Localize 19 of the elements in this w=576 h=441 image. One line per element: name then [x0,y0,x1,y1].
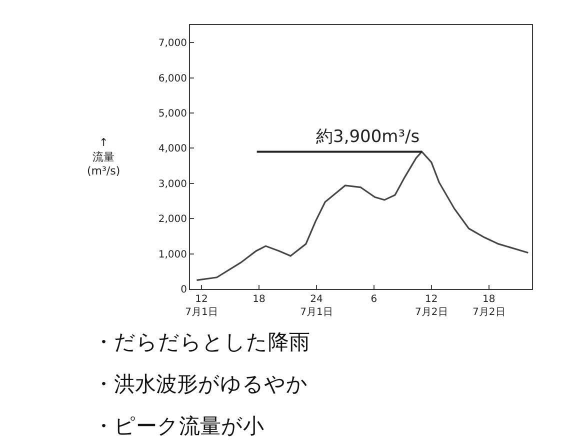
y-tick-label: 7,000 [158,38,187,50]
text: ・洪水波形がゆるやか [93,372,308,396]
y-axis-title: ↑ 流量 (m³/s) [87,136,120,178]
x-tick-label: 12 7月2日 [415,294,448,318]
y-tick-label: 0 [180,284,187,296]
text: ・ピーク流量が小 [93,414,264,438]
x-tick-label: 18 [252,294,266,305]
y-tick-label: 1,000 [158,249,187,260]
y-tick-label: 4,000 [158,144,187,155]
y-tick-label: 6,000 [158,73,187,84]
annotation: 約3,900m³/s [316,127,420,147]
y-tick-label: 5,000 [158,108,187,120]
y-tick-label: 2,000 [158,214,187,226]
text: ・だらだらとした降雨 [93,330,310,354]
x-tick-label: 6 [370,294,378,305]
x-tick-label: 24 7月1日 [300,294,333,318]
x-tick-label: 18 7月2日 [472,294,506,318]
x-tick-label: 12 7月1日 [185,294,218,318]
y-tick-label: 3,000 [158,178,187,190]
